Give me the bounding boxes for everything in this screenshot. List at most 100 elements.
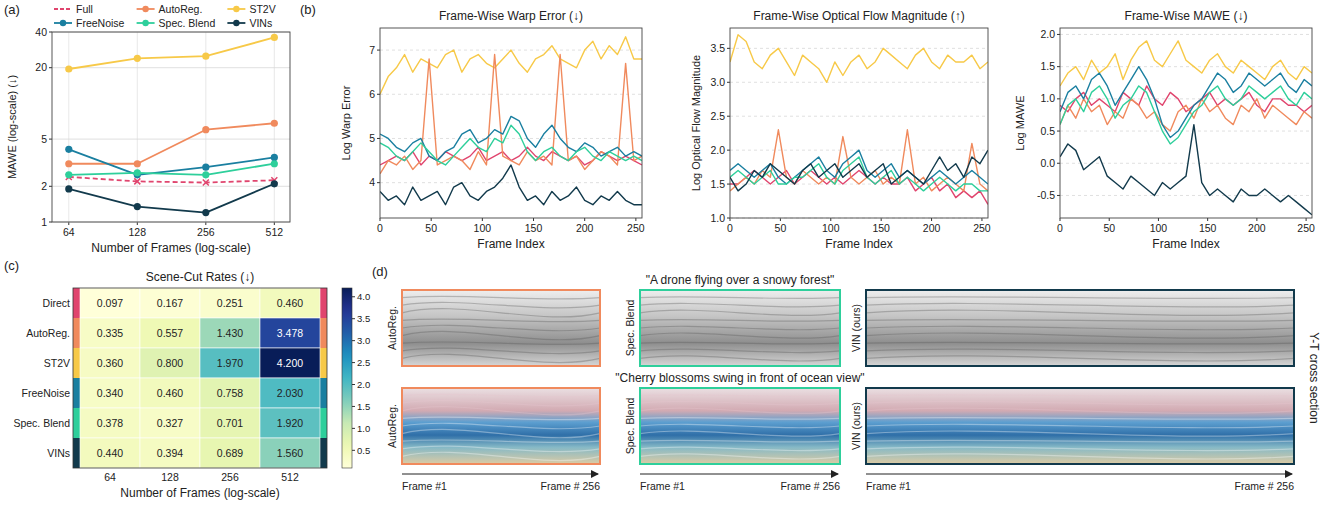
heatmap-cell: [140, 408, 200, 438]
image-frame: [640, 388, 840, 464]
y-tick-label: 2.0: [1040, 28, 1055, 40]
prompt: "A drone flying over a snowy forest": [646, 273, 835, 287]
chart-title: Frame-Wise MAWE (↓): [1125, 9, 1248, 23]
series-line: [730, 157, 988, 191]
panel-letter: (d): [372, 264, 388, 279]
cell-label: 0.360: [97, 357, 123, 369]
x-tick-label: 100: [474, 222, 492, 234]
row-strip: [320, 348, 327, 378]
heatmap-cell: [80, 438, 140, 468]
x-tick-label: 0: [1057, 222, 1063, 234]
heatmap-cell: [260, 408, 320, 438]
row-strip: [73, 378, 80, 408]
grid-line: [1060, 163, 1312, 164]
texture-streak: [640, 395, 840, 397]
x-tick-label: 64: [63, 226, 75, 238]
prompt: "Cherry blossoms swing in front of ocean…: [615, 371, 864, 385]
legend-label: VINs: [249, 17, 272, 29]
y-tick-label: 1.5: [710, 178, 725, 190]
image-frame: [640, 290, 840, 366]
column-label: 256: [221, 471, 239, 483]
series-line: [1060, 41, 1312, 86]
heatmap-cell: [140, 378, 200, 408]
texture-streak: [402, 319, 600, 322]
marker: [271, 180, 278, 187]
row-strip: [320, 288, 327, 318]
grid-line: [52, 139, 290, 140]
texture-streak: [640, 303, 840, 306]
legend-swatch: [142, 6, 148, 12]
cross-section-image: [402, 388, 600, 464]
texture-streak: [402, 348, 600, 354]
column-label: 64: [104, 471, 116, 483]
texture-streak: [866, 408, 1294, 413]
panel-letter: (c): [4, 258, 19, 273]
row-label: ST2V: [44, 357, 70, 369]
colorbar-tick: [352, 296, 355, 297]
tick-mark: [727, 116, 730, 117]
data-group: [380, 37, 642, 205]
marker: [134, 178, 140, 184]
row-label: Direct: [43, 297, 71, 309]
series-line: [69, 184, 275, 213]
row-strip: [73, 288, 80, 318]
tick-mark: [727, 218, 730, 219]
data-group: [1060, 41, 1312, 215]
texture-streak: [866, 418, 1294, 420]
colorbar-tick: [352, 340, 355, 341]
y-tick-label: 20: [35, 61, 47, 73]
heatmap-cell: [80, 288, 140, 318]
texture-streak: [402, 429, 600, 437]
page: {"panel_labels":["(a)","(b)","(c)","(d)"…: [0, 0, 1323, 507]
x-tick-label: 200: [1248, 222, 1266, 234]
heatmap-cell: [200, 378, 260, 408]
texture-streak: [866, 401, 1294, 404]
grid-line: [52, 186, 290, 187]
heatmap-cell: [140, 348, 200, 378]
texture-streak: [866, 395, 1294, 397]
cross-section-image: [402, 290, 600, 366]
tick-mark: [727, 48, 730, 49]
y-axis-title: MAWE (log-scale) (↓): [6, 75, 18, 179]
y-tick-label: 1: [41, 216, 47, 228]
texture-streak: [402, 342, 600, 345]
data-group: [65, 34, 278, 216]
x-axis-title: Frame Index: [825, 237, 892, 251]
frame-label: Frame # 256: [540, 480, 600, 492]
heatmap-frame: [73, 288, 327, 468]
colorbar-tick: [352, 318, 355, 319]
heatmap-cell: [80, 378, 140, 408]
heatmap-cell: [140, 288, 200, 318]
cell-label: 0.460: [157, 387, 183, 399]
line-panel: 0501001502002504567Frame-Wise Warp Error…: [340, 9, 645, 251]
texture-streak: [866, 424, 1294, 427]
y-tick-label: 0.5: [1040, 125, 1055, 137]
image-frame: [402, 388, 600, 464]
texture-streak: [640, 440, 840, 442]
marker: [271, 160, 278, 167]
texture-streak: [402, 354, 600, 362]
chart-title: Frame-Wise Warp Error (↓): [439, 9, 583, 23]
y-axis-title: Log MAWE: [1014, 95, 1026, 150]
plot-frame: [380, 28, 642, 218]
colorbar-tick-label: 4.0: [357, 291, 370, 302]
x-tick-label: 150: [525, 222, 543, 234]
time-arrow: [866, 474, 1292, 475]
x-tick-label: 150: [1199, 222, 1217, 234]
x-tick-label: 150: [872, 222, 890, 234]
row-strip: [73, 438, 80, 468]
texture-streak: [640, 297, 840, 299]
marker: [202, 164, 209, 171]
tick-mark: [377, 50, 380, 51]
cell-label: 0.251: [217, 297, 243, 309]
x-tick-label: 200: [923, 222, 941, 234]
y-tick-label: 2: [41, 180, 47, 192]
texture-streak: [640, 356, 840, 361]
heatmap-cell: [260, 288, 320, 318]
method-label: VIN (ours): [850, 402, 862, 450]
time-arrow: [640, 474, 838, 475]
colorbar-tick: [352, 362, 355, 363]
heatmap-cell: [200, 288, 260, 318]
marker: [202, 171, 209, 178]
tick-mark: [727, 184, 730, 185]
